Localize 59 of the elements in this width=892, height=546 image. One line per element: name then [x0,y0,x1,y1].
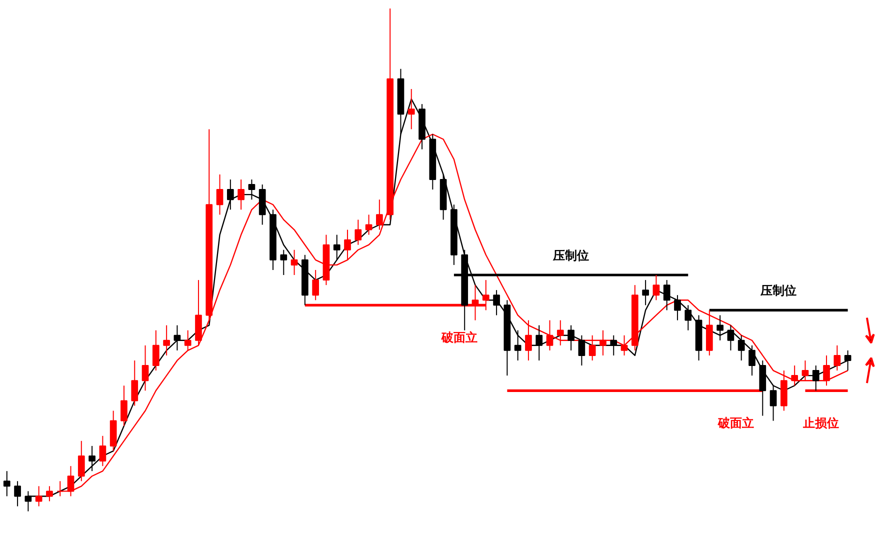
candlestick [238,178,244,210]
candlestick [35,486,42,507]
candlestick [620,334,628,356]
candlestick [408,88,415,130]
candlestick [376,199,383,230]
candlestick [365,214,372,236]
candlestick [226,178,234,210]
candlestick [248,178,256,200]
candlestick [674,294,681,321]
candlestick [738,334,745,361]
candlestick [120,385,128,426]
candlestick [46,486,53,502]
candlestick [588,334,596,361]
candlestick [344,229,351,260]
candlestick [290,249,298,276]
candlestick [493,290,500,316]
candlestick [600,330,606,356]
candlestick [727,324,734,351]
text: 破面立 [440,330,478,344]
text: 止损位 [802,416,840,430]
series-label: 压制位 [552,248,590,262]
candlestick [578,334,586,366]
candlestick [546,320,554,351]
candlestick [610,334,618,356]
candlestick [78,440,85,482]
candlestick [99,435,106,467]
candlestick [333,234,340,260]
candlestick [823,354,830,386]
candlestick [556,320,564,346]
text: 破面立 [717,416,754,430]
candlestick [354,219,362,246]
candlestick [174,324,181,351]
candlestick [663,280,670,311]
candlestick [834,344,841,372]
candlestick [14,480,21,507]
candlestick [525,320,532,361]
candlestick [716,314,724,341]
candlestick [812,365,820,392]
candlestick [152,330,160,372]
candlestick [3,470,10,497]
candlestick [684,304,692,331]
candlestick [514,330,522,361]
candlestick [280,249,288,276]
candlestick [163,324,170,356]
candlestick [748,344,756,376]
candlestick [770,385,777,422]
candlestick [142,344,149,392]
candlestick [184,330,192,351]
candlestick [802,360,809,382]
candlestick [216,174,224,216]
candlestick [568,324,574,351]
candlestick [312,269,319,301]
candlestick [791,365,798,386]
candlestick [642,280,649,306]
candlestick [88,445,96,472]
candlestick [536,324,543,361]
candlestick [652,274,660,301]
candlestick [131,360,138,406]
series-label: 压制位 [760,284,797,298]
